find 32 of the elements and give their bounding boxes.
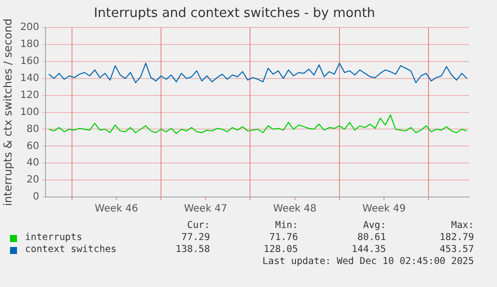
text: 71.76 (268, 232, 298, 244)
y-tick-label: 80 (26, 124, 40, 135)
y-tick-label: 100 (20, 106, 40, 118)
y-tick-label: 60 (26, 140, 40, 152)
y-tick-label: 20 (26, 174, 40, 186)
text: Cur: (186, 220, 210, 232)
y-tick-label: 160 (20, 56, 40, 68)
text: 144.35 (350, 244, 386, 256)
legend-label: context switches (25, 244, 117, 256)
y-tick-label: 140 (20, 73, 40, 84)
text: Last update: Wed Dec 10 02:45:00 2025 (261, 256, 474, 268)
y-tick-label: 0 (32, 192, 40, 203)
text: Min: (274, 220, 298, 232)
x-tick-label: Week 47 (184, 204, 228, 215)
y-tick-label: 120 (20, 90, 40, 101)
text: 128.05 (262, 244, 298, 256)
chart-title: Interrupts and context switches - by month (94, 6, 376, 22)
text: Max: (450, 220, 474, 232)
text: 77.29 (180, 232, 210, 244)
y-tick-label: 180 (20, 39, 40, 50)
text: Avg: (362, 220, 386, 232)
legend-label: interrupts (25, 232, 82, 244)
text: 453.57 (438, 244, 474, 256)
text: 80.61 (356, 232, 386, 244)
y-tick-label: 40 (26, 158, 40, 169)
x-tick-label: Week 49 (362, 204, 406, 215)
x-tick-label: Week 48 (273, 204, 316, 215)
text: 182.79 (438, 232, 474, 244)
x-tick-label: Week 46 (94, 204, 138, 215)
y-tick-label: 200 (20, 22, 40, 34)
y-axis-title: interrupts & ctx switches / second (1, 18, 14, 206)
text: 138.58 (174, 244, 210, 256)
